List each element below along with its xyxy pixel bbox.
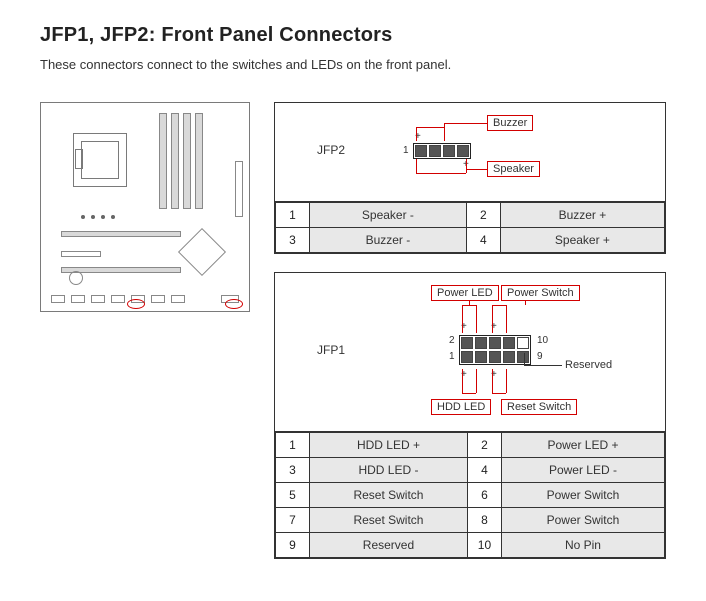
speaker-tag: Speaker	[487, 161, 540, 177]
powerswitch-tag: Power Switch	[501, 285, 580, 301]
table-row: 7 Reset Switch 8 Power Switch	[276, 508, 665, 533]
jfp1-pin2-label: 2	[449, 335, 455, 346]
jfp1-card: JFP1 Power LED Power Switch HDD LED Rese…	[274, 272, 666, 559]
table-row: 3 Buzzer - 4 Speaker +	[276, 228, 665, 253]
diagrams-column: JFP2 1 + +	[274, 102, 666, 577]
hddled-tag: HDD LED	[431, 399, 491, 415]
page-title: JFP1, JFP2: Front Panel Connectors	[40, 24, 666, 47]
powerled-tag: Power LED	[431, 285, 499, 301]
jfp1-pin1-label: 1	[449, 351, 455, 362]
buzzer-tag: Buzzer	[487, 115, 533, 131]
resetswitch-tag: Reset Switch	[501, 399, 577, 415]
table-row: 1 HDD LED + 2 Power LED +	[276, 433, 665, 458]
reserved-label: Reserved	[565, 359, 612, 371]
jfp2-locator-icon	[127, 299, 145, 309]
table-row: 1 Speaker - 2 Buzzer +	[276, 203, 665, 228]
motherboard-schematic	[40, 102, 250, 312]
jfp2-table: 1 Speaker - 2 Buzzer + 3 Buzzer - 4 Spea…	[275, 202, 665, 253]
jfp1-locator-icon	[225, 299, 243, 309]
jfp1-pin9-label: 9	[537, 351, 543, 362]
jfp1-table: 1 HDD LED + 2 Power LED + 3 HDD LED - 4 …	[275, 432, 665, 558]
table-row: 5 Reset Switch 6 Power Switch	[276, 483, 665, 508]
jfp2-label: JFP2	[285, 143, 345, 157]
page-subtitle: These connectors connect to the switches…	[40, 57, 666, 72]
jfp1-label: JFP1	[285, 343, 345, 357]
jfp2-card: JFP2 1 + +	[274, 102, 666, 254]
table-row: 3 HDD LED - 4 Power LED -	[276, 458, 665, 483]
jfp1-pin10-label: 10	[537, 335, 548, 346]
layout: JFP2 1 + +	[40, 102, 666, 577]
jfp2-pin1-label: 1	[403, 145, 409, 156]
table-row: 9 Reserved 10 No Pin	[276, 533, 665, 558]
